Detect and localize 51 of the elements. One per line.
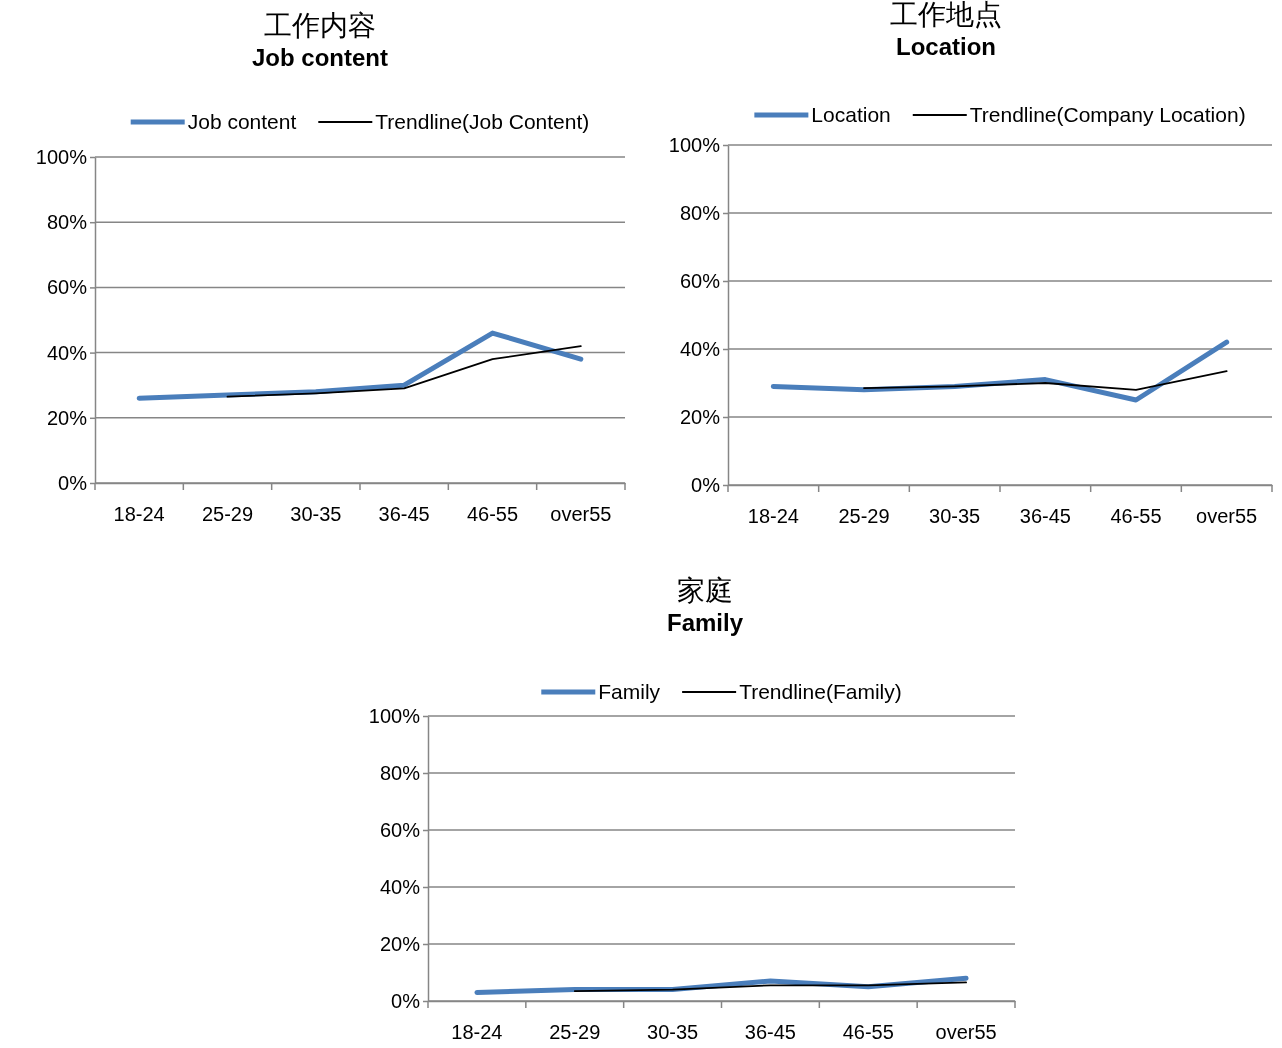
x-tick-label: over55 (550, 503, 612, 526)
y-tick-label: 20% (46, 406, 88, 429)
x-tick-label: 30-35 (647, 1021, 699, 1044)
line-series (226, 345, 582, 398)
legend-label: Trendline(Company Location) (969, 103, 1246, 126)
line-series (863, 370, 1228, 391)
y-tick-label: 20% (679, 405, 721, 428)
x-tick-label: 18-24 (747, 505, 799, 528)
y-tick-label: 100% (368, 704, 421, 727)
chart-title: 工作内容 (264, 10, 376, 41)
chart-title: 家庭 (677, 575, 733, 606)
chart-title: 工作地点 (890, 0, 1002, 30)
y-tick-label: 60% (379, 818, 421, 841)
y-tick-label: 20% (379, 932, 421, 955)
x-tick-label: 18-24 (113, 503, 165, 526)
x-tick-label: 36-45 (1019, 505, 1071, 528)
x-tick-label: 30-35 (290, 503, 342, 526)
y-tick-label: 0% (391, 989, 421, 1012)
chart-subtitle: Family (666, 609, 744, 636)
x-tick-label: 46-55 (1110, 505, 1162, 528)
x-tick-label: 46-55 (842, 1021, 894, 1044)
y-tick-label: 100% (35, 145, 88, 168)
y-tick-label: 0% (691, 473, 721, 496)
y-tick-label: 40% (679, 337, 721, 360)
y-tick-label: 60% (679, 269, 721, 292)
x-tick-label: 46-55 (466, 503, 519, 526)
y-tick-label: 40% (379, 875, 421, 898)
x-tick-label: 25-29 (838, 505, 890, 528)
y-tick-label: 60% (46, 276, 88, 299)
y-tick-label: 40% (46, 341, 88, 364)
y-tick-label: 100% (668, 133, 721, 156)
y-tick-label: 80% (679, 201, 721, 224)
y-tick-label: 80% (379, 761, 421, 784)
legend-label: Family (598, 680, 661, 703)
x-tick-label: over55 (1196, 505, 1258, 528)
x-tick-label: 30-35 (929, 505, 981, 528)
legend-label: Trendline(Family) (739, 680, 902, 703)
y-tick-label: 80% (46, 211, 88, 234)
x-tick-label: 18-24 (451, 1021, 503, 1044)
chart-subtitle: Location (896, 33, 996, 60)
legend-label: Trendline(Job Content) (375, 110, 590, 133)
x-tick-label: 36-45 (378, 503, 430, 526)
legend-label: Job content (187, 110, 297, 133)
x-tick-label: 25-29 (549, 1021, 601, 1044)
y-tick-label: 0% (58, 471, 88, 494)
line-series (573, 981, 967, 992)
chart-subtitle: Job content (252, 44, 388, 71)
x-tick-label: 36-45 (744, 1021, 796, 1044)
legend-label: Location (811, 103, 891, 126)
x-tick-label: 25-29 (201, 503, 254, 526)
x-tick-label: over55 (935, 1021, 997, 1044)
